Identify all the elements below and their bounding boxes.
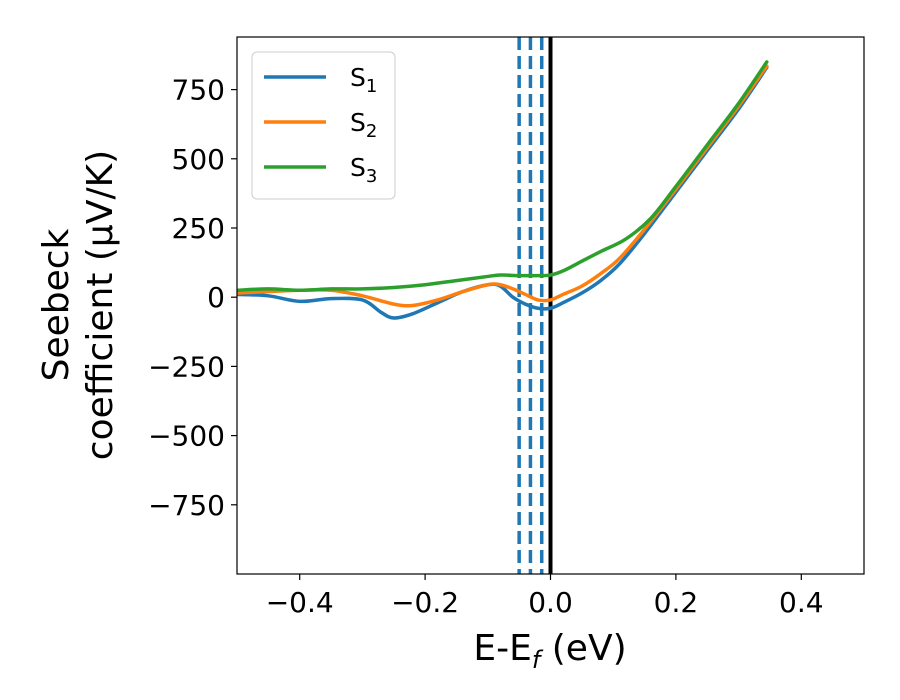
x-tick-label: −0.2 [391,586,459,619]
y-tick-label: −250 [148,350,225,383]
y-tick-label: 0 [207,281,225,314]
x-tick-label: −0.4 [266,586,334,619]
y-tick-label: −750 [148,489,225,522]
series-line-S2 [237,64,769,308]
legend-label-S1: S1 [350,63,377,97]
legend-box [251,51,396,200]
y-axis-label-line2: coefficient (μV/K) [80,150,121,460]
legend-label-S2: S2 [350,108,377,142]
y-tick-label: 750 [172,74,225,107]
x-tick-label: 0.4 [779,586,824,619]
y-tick-label: −500 [148,420,225,453]
y-tick-label: 250 [172,212,225,245]
y-axis-label: Seebeck coefficient (μV/K) [36,150,121,460]
x-tick-label: 0.2 [654,586,699,619]
series-line-S3 [237,60,769,293]
y-axis-label-line1: Seebeck [36,228,77,381]
x-tick-label: 0.0 [528,586,573,619]
plot-data-layer [237,37,769,574]
y-tick-label: 500 [172,143,225,176]
legend: S1 S2 S3 [251,51,396,200]
series-line-S1 [237,65,769,320]
axis-ticks: −0.4 −0.2 0.0 0.2 0.4 750 500 250 0 −250 −500 −750 [148,74,823,619]
legend-label-S3: S3 [350,153,377,187]
x-axis-label: E-Ef (eV) [473,628,626,674]
